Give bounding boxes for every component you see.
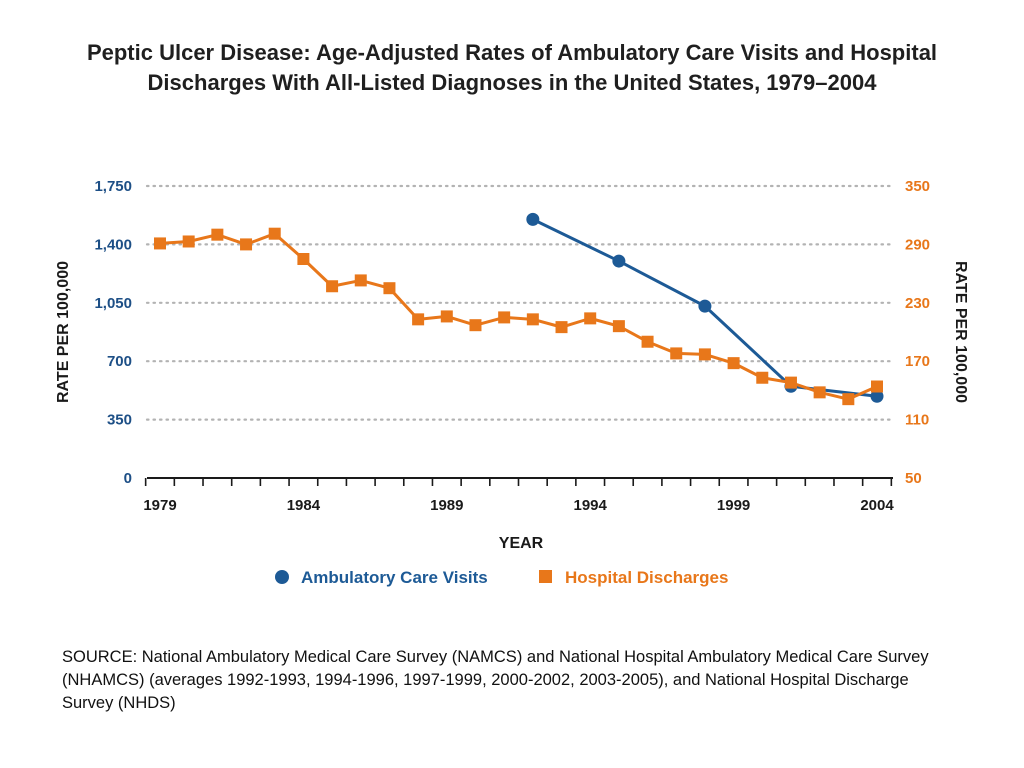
- data-point-hospital-discharges: [526, 313, 539, 326]
- data-point-hospital-discharges: [641, 335, 654, 348]
- x-tick-label: 1989: [430, 497, 463, 514]
- x-tick-label: 1994: [574, 497, 608, 514]
- data-point-hospital-discharges: [297, 253, 310, 265]
- right-y-tick-label: 170: [905, 353, 930, 370]
- legend-marker-ambulatory: [275, 570, 289, 584]
- x-axis: [144, 477, 893, 486]
- data-point-hospital-discharges: [383, 282, 396, 295]
- data-point-hospital-discharges: [440, 310, 453, 323]
- x-tick-label: 1984: [287, 497, 321, 514]
- left-y-tick-label: 700: [107, 353, 132, 370]
- right-y-tick-label: 50: [905, 470, 922, 487]
- left-y-tick-label: 1,400: [94, 236, 132, 253]
- legend-marker-hospital: [539, 570, 552, 583]
- grid-lines: [145, 184, 895, 421]
- series-line-hospital-discharges: [159, 232, 878, 401]
- left-y-tick-label: 0: [124, 470, 132, 487]
- data-point-hospital-discharges: [813, 386, 826, 399]
- right-y-tick-label: 230: [905, 295, 930, 312]
- x-tick-label: 1999: [717, 497, 750, 514]
- data-point-hospital-discharges: [727, 357, 740, 370]
- data-point-hospital-discharges: [871, 380, 883, 393]
- legend-label-hospital: Hospital Discharges: [565, 568, 728, 587]
- right-y-axis-ticks: 50 110 170 230 290 350: [905, 178, 930, 487]
- right-y-tick-label: 350: [905, 178, 930, 195]
- x-tick-label: 1979: [143, 497, 176, 514]
- data-point-hospital-discharges: [412, 313, 425, 326]
- legend-label-ambulatory: Ambulatory Care Visits: [301, 568, 488, 587]
- data-point-hospital-discharges: [555, 321, 568, 334]
- chart-title: Peptic Ulcer Disease: Age-Adjusted Rates…: [86, 40, 938, 95]
- left-y-tick-label: 350: [107, 412, 132, 429]
- legend: Ambulatory Care Visits Hospital Discharg…: [275, 568, 728, 587]
- data-point-ambulatory-care-visits: [870, 389, 884, 403]
- source-note: SOURCE: National Ambulatory Medical Care…: [62, 648, 929, 712]
- data-point-hospital-discharges: [211, 228, 224, 241]
- x-tick-label: 2004: [860, 497, 894, 514]
- right-y-tick-label: 110: [905, 412, 929, 429]
- x-axis-title: YEAR: [499, 535, 544, 552]
- data-point-hospital-discharges: [756, 371, 769, 384]
- data-point-hospital-discharges: [182, 235, 195, 248]
- data-point-hospital-discharges: [698, 348, 711, 361]
- right-y-axis-title: RATE PER 100,000: [952, 261, 969, 403]
- left-y-tick-label: 1,750: [94, 178, 132, 195]
- left-y-axis-title: RATE PER 100,000: [55, 261, 72, 403]
- data-point-hospital-discharges: [784, 376, 797, 389]
- x-axis-ticks: 1979 1984 1989 1994 1999 2004: [143, 497, 894, 514]
- data-point-hospital-discharges: [612, 320, 625, 333]
- data-point-hospital-discharges: [498, 311, 511, 324]
- data-point-hospital-discharges: [354, 274, 367, 287]
- left-y-axis-ticks: 0 350 700 1,050 1,400 1,750: [94, 178, 132, 487]
- data-point-hospital-discharges: [469, 319, 482, 332]
- data-point-hospital-discharges: [326, 280, 339, 293]
- data-point-hospital-discharges: [842, 393, 855, 406]
- series-layer: [154, 212, 884, 406]
- data-point-hospital-discharges: [240, 238, 253, 251]
- data-point-hospital-discharges: [584, 312, 597, 325]
- data-point-hospital-discharges: [154, 237, 166, 250]
- data-point-ambulatory-care-visits: [612, 254, 626, 268]
- data-point-ambulatory-care-visits: [698, 299, 712, 313]
- data-point-hospital-discharges: [670, 347, 683, 360]
- right-y-tick-label: 290: [905, 236, 930, 253]
- left-y-tick-label: 1,050: [94, 295, 132, 312]
- data-point-ambulatory-care-visits: [526, 212, 540, 226]
- chart-area: 0 350 700 1,050 1,400 1,750 50 110 170 230 290 350…: [55, 178, 969, 587]
- data-point-hospital-discharges: [268, 227, 281, 240]
